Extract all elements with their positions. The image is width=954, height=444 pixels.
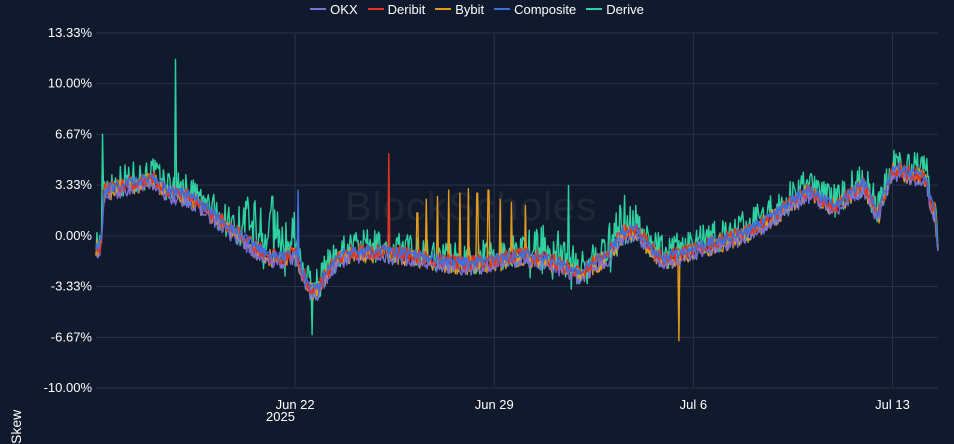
y-tick-label: -6.67% bbox=[51, 329, 93, 344]
y-tick-label: 0.00% bbox=[55, 228, 92, 243]
watermark: BlockScholes bbox=[345, 185, 598, 229]
legend-item-derive[interactable]: Derive bbox=[586, 2, 644, 17]
legend-item-composite[interactable]: Composite bbox=[494, 2, 576, 17]
legend-swatch bbox=[367, 8, 384, 10]
skew-line-chart: 13.33% 10.00% 6.67% 3.33% 0.00% -3.33% -6.67% -… bbox=[44, 25, 939, 412]
y-tick-label: 13.33% bbox=[48, 25, 93, 40]
chart-legend: OKX Deribit Bybit Composite Derive bbox=[0, 0, 954, 18]
legend-label: Derive bbox=[606, 1, 644, 17]
legend-label: Composite bbox=[514, 1, 577, 17]
x-tick-label: Jul 6 bbox=[680, 397, 707, 412]
legend-label: OKX bbox=[330, 1, 358, 17]
y-tick-label: 10.00% bbox=[48, 76, 93, 91]
y-axis-label: Skew bbox=[8, 409, 24, 444]
legend-swatch bbox=[494, 8, 511, 10]
legend-item-okx[interactable]: OKX bbox=[310, 1, 358, 17]
legend-item-bybit[interactable]: Bybit bbox=[435, 2, 484, 17]
x-tick-label: Jul 13 bbox=[875, 397, 910, 412]
y-axis-label-wrapper: Skew bbox=[6, 232, 26, 444]
x-tick-label: Jun 22 bbox=[276, 397, 315, 412]
y-tick-label: 6.67% bbox=[55, 126, 92, 141]
x-tick-label: Jun 29 bbox=[475, 397, 514, 412]
legend-item-deribit[interactable]: Deribit bbox=[367, 1, 426, 17]
x-axis-year-label: 2025 bbox=[266, 409, 295, 424]
legend-label: Bybit bbox=[455, 1, 485, 17]
y-tick-label: -10.00% bbox=[44, 380, 93, 395]
legend-label: Deribit bbox=[387, 1, 426, 17]
legend-swatch bbox=[586, 8, 603, 10]
legend-swatch bbox=[435, 8, 452, 10]
legend-swatch bbox=[310, 8, 327, 10]
series-line-composite bbox=[95, 163, 939, 293]
y-tick-label: -3.33% bbox=[51, 279, 93, 294]
y-tick-label: 3.33% bbox=[55, 177, 92, 192]
